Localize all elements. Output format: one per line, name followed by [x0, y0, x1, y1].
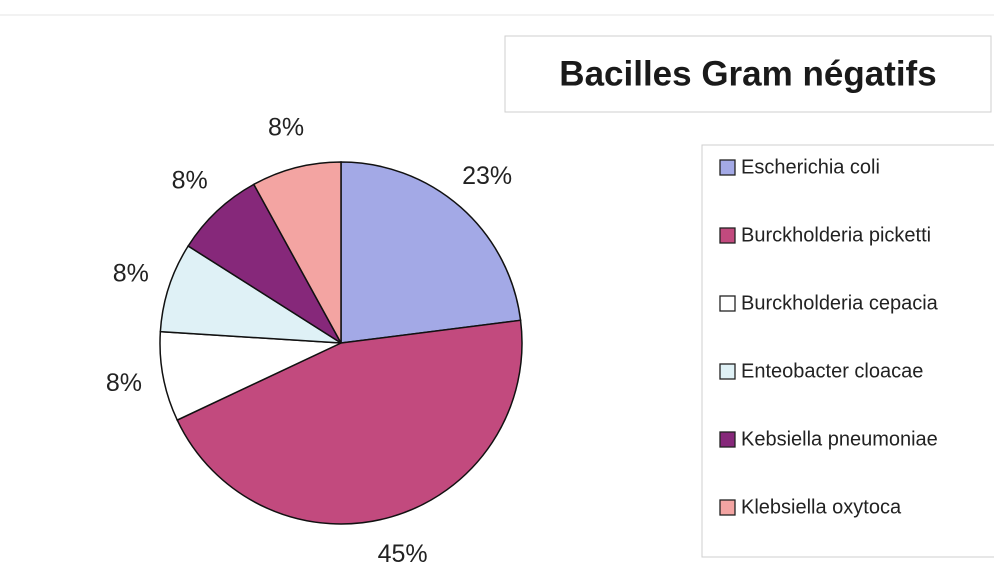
legend-label: Klebsiella oxytoca — [741, 496, 902, 518]
pie-slice — [252, 161, 342, 344]
legend-swatch — [719, 499, 736, 516]
data-label: 8% — [106, 369, 142, 397]
legend-swatch — [719, 295, 736, 312]
data-label: 8% — [113, 259, 149, 287]
data-label: 8% — [268, 114, 304, 142]
legend-label: Enteobacter cloacae — [741, 360, 923, 382]
data-label: 45% — [378, 540, 428, 568]
legend-label: Kebsiella pneumoniae — [741, 428, 938, 450]
chart-title: Bacilles Gram négatifs — [559, 54, 936, 93]
pie-slice — [187, 183, 342, 344]
legend-swatch — [719, 227, 736, 244]
data-label: 23% — [462, 162, 512, 190]
title-box — [504, 35, 992, 113]
pie-slice — [176, 319, 523, 525]
legend-label: Burckholderia picketti — [741, 224, 931, 246]
legend-label: Burckholderia cepacia — [741, 292, 939, 314]
legend-label: Escherichia coli — [741, 156, 880, 178]
legend-swatch — [719, 159, 736, 176]
legend-swatch — [719, 363, 736, 380]
pie-slice — [340, 161, 522, 344]
pie-slice — [159, 330, 342, 422]
data-label: 8% — [172, 167, 208, 195]
legend-swatch — [719, 431, 736, 448]
legend-box — [701, 144, 994, 558]
pie-slice — [159, 244, 342, 344]
